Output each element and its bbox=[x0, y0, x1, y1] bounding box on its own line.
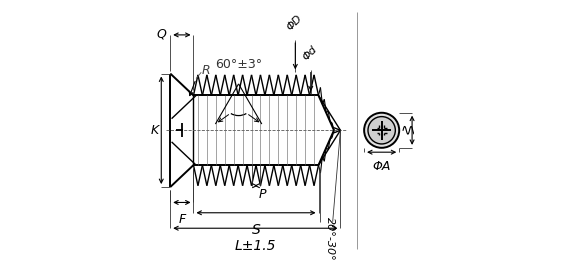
Text: ΦD: ΦD bbox=[284, 13, 304, 32]
Circle shape bbox=[368, 117, 396, 144]
Text: Φd: Φd bbox=[300, 44, 319, 62]
Circle shape bbox=[364, 113, 399, 148]
Text: 60°±3°: 60°±3° bbox=[215, 58, 262, 71]
Text: K: K bbox=[150, 124, 158, 137]
Text: L±1.5: L±1.5 bbox=[235, 238, 276, 252]
Text: F: F bbox=[178, 213, 185, 226]
Text: ΦA: ΦA bbox=[372, 160, 391, 173]
Text: S: S bbox=[251, 223, 260, 237]
Text: 20°-30°: 20°-30° bbox=[325, 217, 335, 260]
Text: R: R bbox=[201, 65, 210, 77]
Text: Q: Q bbox=[157, 27, 166, 40]
Text: P: P bbox=[259, 188, 266, 201]
